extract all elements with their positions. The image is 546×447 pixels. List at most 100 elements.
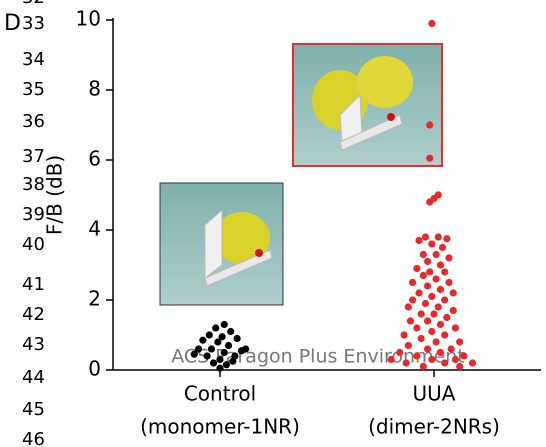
point: [423, 345, 432, 353]
point: [423, 257, 432, 266]
point: [445, 254, 453, 262]
point: [233, 334, 241, 343]
point: [447, 345, 455, 353]
point: [207, 345, 216, 353]
point: [190, 350, 198, 358]
line-number: 43: [22, 334, 45, 355]
point: [404, 303, 412, 311]
point: [451, 324, 459, 332]
point: [220, 348, 228, 357]
point: [413, 264, 421, 273]
y-tick-label: 4: [88, 217, 101, 241]
line-number: 39: [22, 204, 45, 225]
point: [456, 338, 464, 346]
y-tick-label: 8: [88, 77, 101, 101]
point: [441, 268, 449, 276]
y-tick-label: 6: [88, 147, 101, 171]
point: [434, 233, 442, 241]
line-number: 33: [22, 13, 45, 34]
point: [229, 357, 237, 365]
point: [409, 296, 417, 304]
line-number: 34: [22, 49, 45, 70]
y-tick-label: 2: [88, 287, 101, 311]
point: [436, 348, 445, 357]
line-number: 35: [22, 79, 45, 100]
point: [449, 306, 457, 315]
point: [443, 313, 451, 322]
point: [417, 334, 425, 343]
point: [220, 320, 228, 329]
point: [460, 352, 468, 360]
point: [428, 355, 436, 364]
point: [421, 233, 430, 241]
point: [195, 345, 203, 353]
point: [242, 345, 250, 353]
point: [413, 352, 421, 360]
point: [205, 331, 213, 339]
line-number: 38: [22, 174, 45, 195]
point: [415, 289, 423, 297]
point: [421, 299, 430, 308]
point: [419, 271, 427, 280]
point: [216, 355, 224, 364]
inset-dimer: [292, 43, 443, 167]
point: [409, 278, 417, 287]
point: [396, 348, 404, 357]
point: [430, 310, 438, 318]
point: [218, 333, 226, 341]
x-tick-note: (monomer-1NR): [140, 415, 300, 439]
point: [402, 359, 410, 367]
point: [432, 338, 440, 346]
line-number: 45: [22, 399, 45, 420]
point: [449, 289, 457, 297]
point: [203, 352, 211, 360]
point: [432, 275, 440, 283]
x-tick-label: Control: [184, 382, 256, 406]
point: [423, 282, 432, 290]
point: [441, 296, 449, 304]
point: [426, 121, 434, 129]
line-number: 36: [22, 111, 45, 132]
line-number: 41: [22, 274, 45, 295]
line-number: 37: [22, 146, 45, 167]
line-number: 40: [22, 234, 45, 255]
line-number: 46: [22, 429, 45, 447]
point: [212, 324, 220, 332]
point: [224, 341, 233, 350]
point: [428, 19, 436, 28]
point: [434, 303, 442, 311]
point: [438, 243, 447, 252]
point: [209, 359, 218, 367]
panel-label: D: [4, 11, 21, 36]
point: [222, 361, 231, 369]
point: [413, 324, 421, 332]
point: [445, 278, 453, 287]
point: [419, 250, 427, 259]
y-axis-title: F/B (dB): [43, 155, 67, 235]
point: [426, 198, 434, 206]
point: [428, 240, 436, 248]
point: [406, 317, 415, 325]
y-tick-label: 10: [76, 7, 101, 31]
point: [428, 327, 436, 336]
x-tick-label: UUA: [413, 382, 456, 406]
point: [456, 362, 464, 371]
line-number: 32: [22, 0, 45, 8]
point: [423, 317, 432, 325]
point: [417, 310, 425, 318]
x-tick-note: (dimer-2NRs): [368, 415, 500, 439]
point: [468, 359, 477, 367]
point: [426, 268, 434, 276]
point: [227, 327, 235, 336]
point: [443, 235, 451, 243]
point: [441, 359, 449, 367]
point: [216, 364, 224, 372]
inset-monomer: [159, 182, 284, 306]
point: [426, 154, 434, 162]
point: [199, 336, 207, 344]
line-number: 44: [22, 367, 45, 388]
y-tick-label: 0: [88, 357, 101, 381]
point: [387, 355, 395, 364]
point: [436, 320, 445, 329]
point: [400, 331, 408, 339]
